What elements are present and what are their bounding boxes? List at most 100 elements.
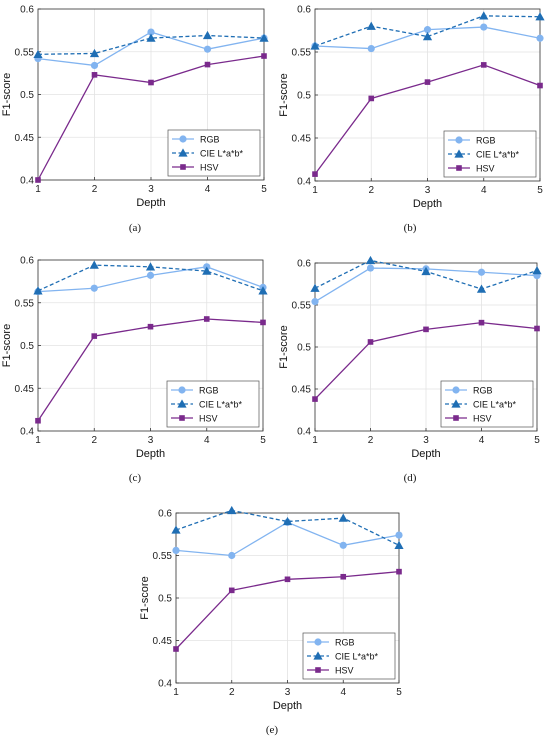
- x-axis-label: Depth: [136, 448, 165, 460]
- panel-caption: (d): [404, 472, 417, 484]
- x-tick-label: 3: [285, 687, 291, 698]
- x-axis-label: Depth: [136, 197, 165, 209]
- data-point-rgb: [477, 268, 486, 276]
- data-point-hsv: [35, 177, 41, 183]
- y-axis-label: F1-score: [1, 73, 13, 116]
- x-axis-label: Depth: [411, 448, 440, 460]
- data-point-hsv: [91, 333, 98, 339]
- data-point-hsv: [312, 171, 318, 177]
- legend-marker-hsv: [315, 667, 321, 673]
- data-point-rgb: [311, 298, 319, 306]
- data-point-cielab: [479, 11, 489, 20]
- series-line-cielab: [175, 509, 400, 546]
- data-point-cielab: [227, 505, 237, 515]
- y-axis-label: F1-score: [139, 576, 151, 619]
- data-point-hsv: [148, 79, 154, 86]
- data-point-hsv: [147, 323, 154, 330]
- x-tick-label: 3: [423, 435, 429, 446]
- x-tick-label: 5: [534, 435, 540, 446]
- data-point-cielab: [365, 255, 376, 265]
- chart-panel-b: 0.4 0.45 0.5 0.55 0.6 1 2 3 4 5 Depth F1-score RGB CI…: [278, 5, 545, 234]
- x-tick-label: 5: [396, 687, 402, 698]
- data-point-hsv: [91, 72, 98, 78]
- y-tick-label: 0.55: [292, 48, 312, 59]
- y-tick-label: 0.5: [158, 594, 172, 605]
- legend-label-cielab: CIE L*a*b*: [476, 150, 520, 160]
- series-hsv: [35, 316, 266, 424]
- y-tick-label: 0.5: [297, 343, 311, 354]
- x-tick-label: 4: [340, 687, 346, 698]
- x-tick-label: 4: [479, 435, 485, 446]
- legend: RGB CIE L*a*b* HSV: [443, 130, 537, 178]
- data-point-cielab: [33, 286, 43, 295]
- data-point-hsv: [228, 587, 235, 594]
- data-point-cielab: [532, 265, 542, 275]
- legend-marker-rgb: [179, 135, 187, 143]
- data-point-rgb: [90, 61, 99, 70]
- y-tick-label: 0.45: [15, 133, 35, 144]
- data-point-hsv: [396, 568, 402, 575]
- y-tick-label: 0.6: [297, 5, 311, 16]
- legend-marker-hsv: [453, 415, 459, 421]
- legend-marker-cielab: [177, 399, 187, 408]
- legend-marker-cielab: [178, 148, 188, 157]
- legend-label-hsv: HSV: [335, 666, 354, 676]
- data-point-rgb: [172, 546, 180, 555]
- legend-label-hsv: HSV: [476, 164, 495, 174]
- y-tick-label: 0.6: [297, 259, 311, 270]
- legend-label-rgb: RGB: [199, 386, 219, 396]
- x-axis-label: Depth: [273, 700, 302, 712]
- data-point-hsv: [261, 53, 267, 59]
- y-tick-label: 0.55: [15, 47, 35, 58]
- data-point-rgb: [339, 541, 347, 549]
- x-tick-label: 3: [425, 185, 431, 196]
- data-point-cielab: [145, 262, 156, 271]
- legend-label-cielab: CIE L*a*b*: [200, 149, 244, 159]
- x-tick-label: 1: [312, 435, 318, 446]
- data-point-cielab: [366, 21, 376, 30]
- data-point-cielab: [394, 540, 404, 549]
- series-hsv: [35, 53, 267, 183]
- series-line-cielab: [314, 15, 541, 47]
- y-tick-label: 0.6: [20, 5, 34, 16]
- x-tick-label: 5: [537, 185, 543, 196]
- data-point-cielab: [282, 516, 293, 526]
- data-point-hsv: [368, 95, 375, 102]
- y-tick-label: 0.4: [158, 679, 172, 690]
- data-point-rgb: [423, 26, 432, 34]
- y-tick-label: 0.45: [15, 384, 35, 395]
- series-cielab: [33, 30, 269, 58]
- legend-marker-hsv: [180, 164, 186, 170]
- x-tick-label: 2: [91, 435, 97, 446]
- series-rgb: [34, 28, 268, 70]
- legend-marker-cielab: [451, 399, 461, 408]
- x-tick-label: 5: [260, 435, 266, 446]
- panel-caption: (c): [129, 472, 142, 484]
- data-point-hsv: [478, 319, 485, 326]
- x-tick-label: 4: [204, 435, 210, 446]
- legend-label-rgb: RGB: [335, 638, 355, 648]
- y-tick-label: 0.4: [20, 176, 34, 187]
- data-point-cielab: [310, 283, 320, 292]
- data-point-hsv: [480, 62, 487, 68]
- series-hsv: [173, 568, 402, 652]
- y-tick-label: 0.45: [292, 134, 312, 145]
- y-tick-label: 0.55: [292, 301, 312, 312]
- legend: RGB CIE L*a*b* HSV: [440, 380, 534, 428]
- chart-panel-c: 0.4 0.45 0.5 0.55 0.6 1 2 3 4 5 Depth F1-score RGB CI…: [1, 256, 268, 484]
- y-tick-label: 0.6: [20, 256, 34, 267]
- legend-marker-rgb: [455, 136, 463, 144]
- legend-label-rgb: RGB: [473, 386, 493, 396]
- data-point-hsv: [537, 82, 543, 89]
- x-tick-label: 2: [229, 687, 235, 698]
- x-tick-label: 4: [481, 185, 487, 196]
- data-point-hsv: [203, 316, 210, 322]
- y-tick-label: 0.6: [158, 509, 172, 520]
- y-tick-label: 0.55: [153, 551, 173, 562]
- data-point-cielab: [535, 12, 545, 21]
- data-point-rgb: [480, 23, 488, 31]
- y-tick-label: 0.5: [20, 341, 34, 352]
- legend-label-cielab: CIE L*a*b*: [473, 400, 517, 410]
- panel-caption: (b): [404, 222, 417, 234]
